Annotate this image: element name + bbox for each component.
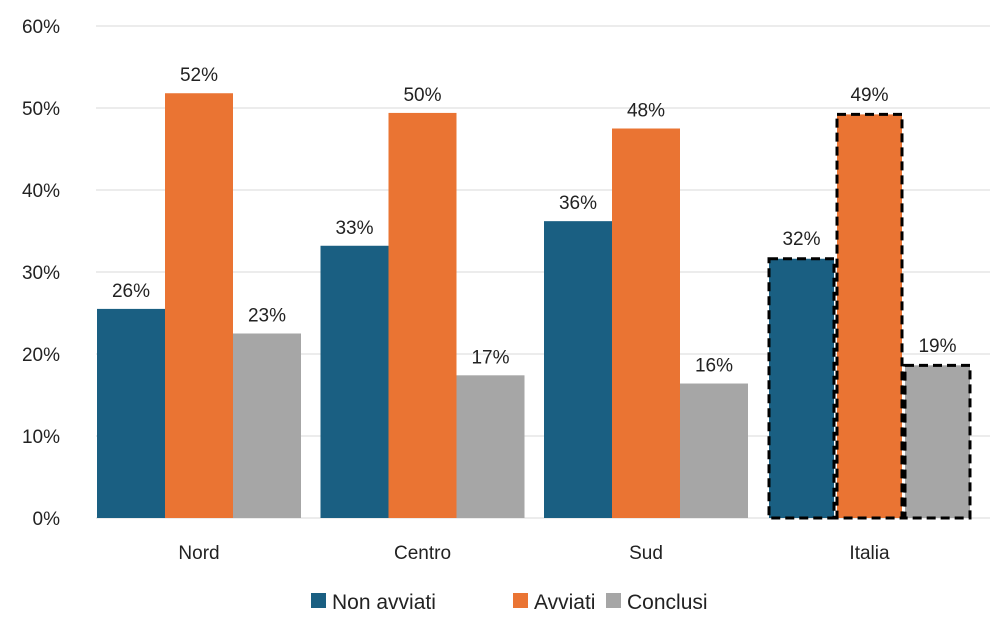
y-tick-label: 40% (22, 181, 60, 202)
data-label: 17% (471, 347, 509, 368)
data-label: 52% (180, 65, 218, 86)
data-label: 49% (850, 85, 888, 106)
bar-avviati-nord (165, 93, 233, 519)
legend-swatch (513, 593, 528, 608)
data-label: 33% (335, 218, 373, 239)
data-label: 48% (627, 101, 665, 122)
data-label: 32% (782, 229, 820, 250)
legend-swatch (606, 593, 621, 608)
bar-avviati-italia (835, 112, 904, 520)
y-tick-label: 30% (22, 263, 60, 284)
y-tick-label: 10% (22, 427, 60, 448)
category-label: Centro (394, 543, 451, 564)
data-label: 16% (695, 356, 733, 377)
bar-avviati-sud (612, 128, 680, 518)
legend-swatch (311, 593, 326, 608)
legend: Non avviati Avviati Conclusi (311, 591, 708, 614)
legend-label: Conclusi (627, 591, 708, 613)
y-tick-label: 60% (22, 17, 60, 38)
data-label: 26% (112, 281, 150, 302)
data-label: 19% (918, 336, 956, 357)
category-label: Italia (849, 543, 890, 564)
x-axis-categories: Nord Centro Sud Italia (178, 543, 890, 564)
bar-non-avviati-nord (97, 308, 165, 518)
y-axis-ticks: 0% 10% 20% 30% 40% 50% 60% (22, 17, 60, 530)
bar-conclusi-centro (456, 375, 525, 518)
data-label: 50% (403, 85, 441, 106)
category-label: Nord (178, 543, 219, 564)
y-tick-label: 0% (33, 509, 61, 530)
bar-avviati-centro (388, 112, 457, 519)
bar-non-avviati-centro (320, 245, 389, 518)
data-label: 23% (248, 306, 286, 327)
bars (97, 93, 972, 520)
y-tick-label: 50% (22, 99, 60, 120)
data-labels: 26% 52% 23% 33% 50% 17% 36% 48% 16% 32% 49% 19% (112, 65, 957, 376)
bar-non-avviati-italia (767, 257, 836, 520)
legend-label: Avviati (534, 591, 595, 613)
bar-conclusi-sud (680, 383, 748, 518)
bar-non-avviati-sud (544, 221, 612, 518)
bar-conclusi-nord (233, 333, 301, 518)
legend-label: Non avviati (332, 591, 436, 613)
category-label: Sud (629, 543, 663, 564)
bar-conclusi-italia (903, 363, 972, 520)
data-label: 36% (559, 193, 597, 214)
y-tick-label: 20% (22, 345, 60, 366)
